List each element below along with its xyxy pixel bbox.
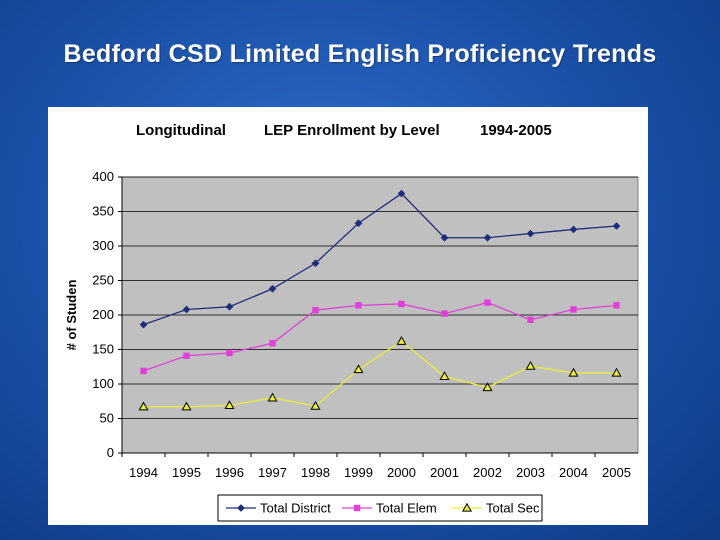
y-axis-label: # of Studen — [64, 280, 79, 351]
data-point — [268, 284, 277, 293]
y-tick-label: 0 — [107, 445, 114, 460]
data-point — [570, 306, 577, 313]
data-point — [569, 225, 578, 234]
data-point — [353, 364, 364, 374]
data-point — [355, 302, 362, 309]
y-tick-label: 250 — [92, 273, 114, 288]
data-point — [182, 305, 191, 314]
data-point — [441, 310, 448, 317]
legend-marker-2 — [461, 502, 473, 512]
slide-title: Bedford CSD Limited English Proficiency … — [63, 40, 657, 68]
data-point — [525, 360, 536, 370]
x-tick-label: 2001 — [430, 465, 459, 480]
y-tick-label: 200 — [92, 307, 114, 322]
data-point — [439, 371, 450, 381]
series-line-0 — [143, 192, 617, 326]
legend-marker-1 — [353, 504, 361, 512]
legend-label-2: Total Sec — [486, 501, 540, 516]
x-tick-label: 2003 — [516, 465, 545, 480]
data-point — [397, 189, 406, 198]
data-point — [482, 382, 493, 392]
legend-marker-0 — [237, 504, 245, 512]
data-point — [526, 229, 535, 238]
data-point — [354, 219, 363, 228]
x-tick-label: 2000 — [387, 465, 416, 480]
chart-title-part-0: Longitudinal — [136, 122, 226, 139]
data-point — [396, 336, 407, 345]
series-line-2 — [143, 340, 617, 408]
data-point — [613, 302, 620, 309]
line-chart: Longitudinal LEP Enrollment by Level 1994-… — [64, 122, 639, 522]
y-tick-label: 300 — [92, 238, 114, 253]
data-point — [484, 299, 491, 306]
legend-label-0: Total District — [260, 501, 331, 516]
data-point — [269, 340, 276, 347]
x-tick-label: 1999 — [344, 465, 373, 480]
data-point — [181, 401, 192, 411]
data-point — [483, 233, 492, 242]
x-tick-label: 1998 — [301, 465, 330, 480]
data-point — [310, 400, 321, 410]
y-tick-label: 50 — [100, 411, 114, 426]
data-point — [226, 349, 233, 357]
data-point — [140, 367, 147, 375]
y-tick-label: 350 — [92, 204, 114, 219]
x-tick-label: 1995 — [172, 465, 201, 480]
data-point — [440, 233, 449, 242]
y-tick-label: 100 — [92, 376, 114, 391]
data-point — [527, 316, 534, 324]
data-point — [139, 320, 148, 329]
series-line-1 — [143, 301, 617, 372]
x-tick-label: 2005 — [602, 465, 631, 480]
data-point — [312, 306, 319, 314]
data-point — [568, 367, 579, 377]
chart-title-part-1: LEP Enrollment by Level — [264, 122, 440, 139]
x-tick-label: 1997 — [258, 465, 287, 480]
chart-title-part-2: 1994-2005 — [480, 122, 552, 139]
x-tick-label: 1996 — [215, 465, 244, 480]
y-tick-label: 400 — [92, 169, 114, 184]
data-point — [225, 302, 234, 311]
data-point — [398, 300, 405, 308]
legend-label-1: Total Elem — [376, 501, 437, 516]
data-point — [224, 400, 235, 410]
y-tick-label: 150 — [92, 342, 114, 357]
data-point — [138, 401, 149, 411]
data-point — [612, 222, 621, 230]
data-point — [311, 259, 320, 268]
x-tick-label: 2002 — [473, 465, 502, 480]
data-point — [183, 352, 190, 359]
x-tick-label: 2004 — [559, 465, 588, 480]
chart-frame: Longitudinal LEP Enrollment by Level 1994-… — [48, 107, 648, 525]
data-point — [267, 392, 278, 402]
legend-box — [217, 494, 543, 522]
data-point — [611, 367, 622, 377]
x-tick-label: 1994 — [129, 465, 158, 480]
